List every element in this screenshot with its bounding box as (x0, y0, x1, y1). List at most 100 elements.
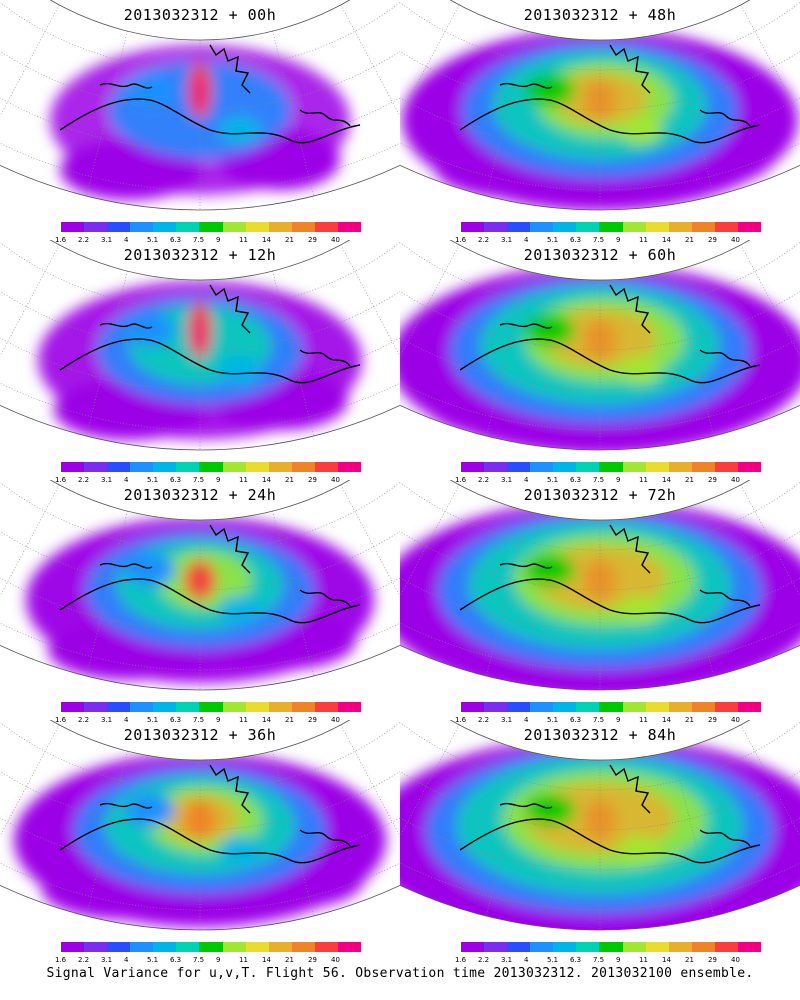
colorbar-tick-label: 2.2 (78, 236, 90, 244)
colorbar-swatch (222, 222, 246, 232)
colorbar-tick-label: 40 (731, 236, 740, 244)
colorbar-swatch (61, 462, 85, 472)
colorbar-swatch (714, 222, 738, 232)
colorbar-tick-label: 3.1 (101, 236, 113, 244)
colorbar-swatch (599, 702, 623, 712)
colorbar-swatch (714, 942, 738, 952)
colorbar-tick-label: 11 (639, 716, 648, 724)
colorbar-swatch (553, 462, 577, 472)
colorbar-swatch (222, 462, 246, 472)
colorbar-swatch (61, 702, 85, 712)
colorbar-swatch (337, 462, 362, 472)
colorbar-tick-label: 5.1 (147, 236, 159, 244)
colorbar-swatch (461, 462, 485, 472)
colorbar-swatch (245, 462, 269, 472)
colorbar-tick-label: 9 (216, 476, 221, 484)
colorbar-tick-label: 1.6 (55, 476, 67, 484)
colorbar-tick-label: 5.1 (547, 716, 559, 724)
colorbar-swatch (153, 222, 177, 232)
colorbar-tick-label: 14 (662, 716, 671, 724)
colorbar-swatch (622, 702, 646, 712)
colorbar-swatch (107, 942, 131, 952)
colorbar-tick-label: 4 (124, 956, 129, 964)
signal-variance-map (400, 480, 800, 691)
colorbar-tick-label: 7.5 (593, 236, 605, 244)
colorbar-swatch (199, 462, 223, 472)
signal-variance-map (0, 480, 400, 691)
colorbar-swatch (199, 222, 223, 232)
colorbar-swatch (61, 222, 85, 232)
colorbar-swatch (484, 462, 508, 472)
colorbar-swatch (314, 462, 338, 472)
colorbar-swatch (84, 702, 108, 712)
colorbar-swatch (314, 702, 338, 712)
colorbar-swatch (84, 462, 108, 472)
colorbar-swatch (668, 462, 692, 472)
map-panel-48h: 2013032312 + 48h 1.6 2.2 3.1 4 5.1 6.3 7.5 9 11 1… (400, 0, 800, 250)
colorbar-swatch (484, 942, 508, 952)
panel-title: 2013032312 + 00h (123, 6, 277, 24)
colorbar-tick-label: 6.3 (570, 956, 582, 964)
colorbar-tick-label: 7.5 (193, 716, 205, 724)
colorbar-tick-label: 3.1 (101, 956, 113, 964)
colorbar (61, 702, 362, 712)
colorbar-swatch (714, 462, 738, 472)
colorbar (461, 942, 762, 952)
colorbar-tick-label: 1.6 (455, 716, 467, 724)
colorbar-swatch (691, 222, 715, 232)
signal-variance-map (400, 0, 800, 211)
colorbar-swatch (245, 942, 269, 952)
colorbar-tick-label: 2.2 (78, 476, 90, 484)
colorbar-tick-label: 14 (262, 476, 271, 484)
panel-title: 2013032312 + 48h (523, 6, 677, 24)
colorbar-tick-label: 6.3 (170, 956, 182, 964)
colorbar-tick-label: 11 (639, 236, 648, 244)
colorbar-swatch (599, 222, 623, 232)
colorbar-tick-label: 29 (708, 476, 717, 484)
colorbar-tick-label: 1.6 (55, 236, 67, 244)
colorbar (61, 222, 362, 232)
colorbar-swatch (507, 462, 531, 472)
colorbar-tick-label: 3.1 (501, 476, 513, 484)
colorbar-tick-label: 5.1 (147, 476, 159, 484)
colorbar-swatch (668, 702, 692, 712)
colorbar-swatch (461, 702, 485, 712)
colorbar-tick-label: 21 (285, 716, 294, 724)
colorbar-swatch (245, 222, 269, 232)
signal-variance-map (0, 0, 400, 211)
colorbar-swatch (622, 942, 646, 952)
colorbar-tick-label: 6.3 (170, 236, 182, 244)
colorbar-tick-label: 11 (639, 476, 648, 484)
colorbar-tick-label: 2.2 (78, 956, 90, 964)
colorbar (461, 222, 762, 232)
colorbar (61, 462, 362, 472)
colorbar-tick-label: 14 (262, 956, 271, 964)
colorbar-tick-label: 7.5 (193, 956, 205, 964)
colorbar (461, 462, 762, 472)
panel-title: 2013032312 + 60h (523, 246, 677, 264)
colorbar-swatch (268, 702, 292, 712)
colorbar-swatch (130, 942, 154, 952)
colorbar-tick-label: 11 (239, 956, 248, 964)
colorbar-swatch (199, 702, 223, 712)
colorbar-tick-label: 21 (285, 956, 294, 964)
colorbar-swatch (530, 942, 554, 952)
colorbar-tick-label: 21 (685, 236, 694, 244)
colorbar-tick-label: 40 (331, 956, 340, 964)
colorbar-swatch (737, 942, 762, 952)
colorbar-swatch (291, 462, 315, 472)
colorbar-tick-label: 9 (616, 476, 621, 484)
colorbar-tick-label: 29 (308, 716, 317, 724)
colorbar-tick-label: 29 (308, 956, 317, 964)
colorbar-tick-label: 11 (239, 716, 248, 724)
colorbar-tick-label: 7.5 (193, 476, 205, 484)
map-panel-24h: 2013032312 + 24h 1.6 2.2 3.1 4 5.1 6.3 7.5 9 11 1… (0, 480, 400, 730)
colorbar-swatch (576, 462, 600, 472)
colorbar-tick-label: 29 (708, 236, 717, 244)
colorbar-tick-label: 2.2 (478, 956, 490, 964)
colorbar-tick-label: 21 (285, 476, 294, 484)
colorbar-tick-label: 4 (524, 716, 529, 724)
colorbar-swatch (484, 702, 508, 712)
colorbar (61, 942, 362, 952)
colorbar-swatch (176, 942, 200, 952)
